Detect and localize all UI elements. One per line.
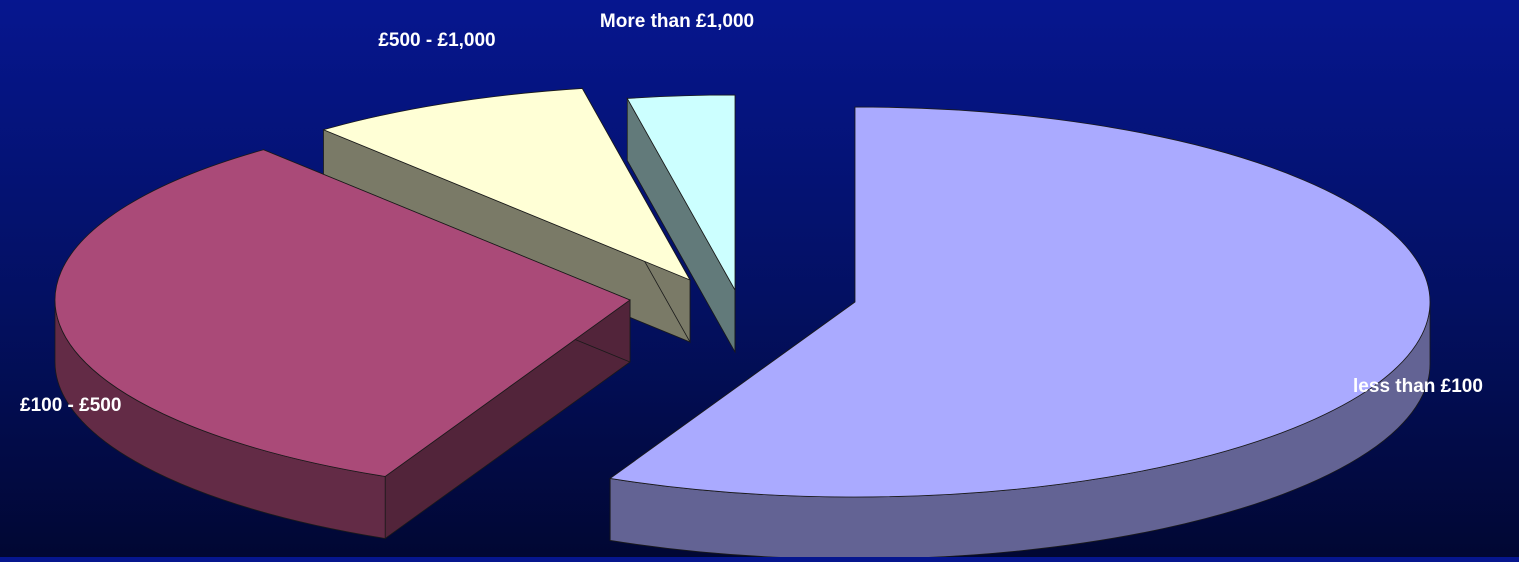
- pie-slice-0: [609, 106, 1431, 560]
- pie-label-2: £500 - £1,000: [378, 30, 495, 51]
- pie-label-3: More than £1,000: [600, 11, 754, 32]
- pie-slice-0-top: [609, 106, 1431, 498]
- pie-label-0: less than £100: [1353, 376, 1483, 397]
- pie-slice-3-top: [626, 94, 736, 292]
- pie-slice-1: [54, 149, 631, 540]
- pie-slice-2-top: [322, 88, 691, 281]
- pie-slice-3: [626, 94, 736, 354]
- pie-label-1: £100 - £500: [20, 395, 121, 416]
- pie-slice-1-top: [54, 149, 631, 477]
